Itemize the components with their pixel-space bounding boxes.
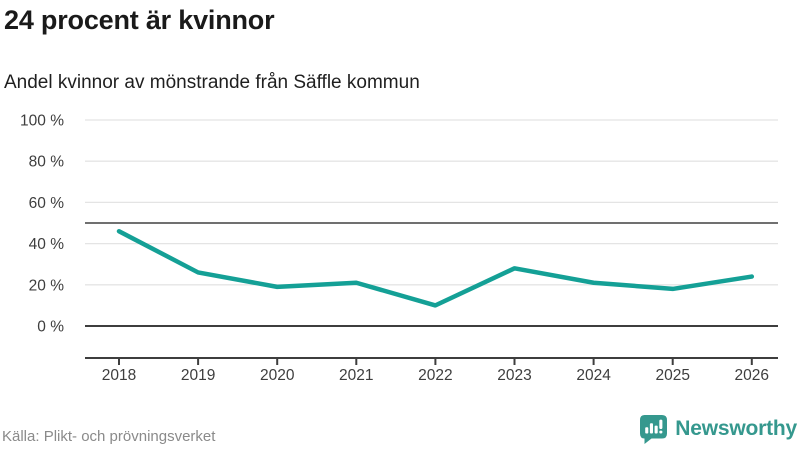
x-tick-label: 2026 [735,367,769,384]
x-tick-label: 2018 [102,367,136,384]
bar-chart-glyph [645,419,663,434]
x-tick-label: 2021 [339,367,373,384]
y-tick-label: 80 % [29,154,65,171]
x-tick-label: 2020 [260,367,295,384]
y-tick-label: 60 % [29,195,65,212]
x-tick-label: 2025 [655,367,689,384]
x-tick-label: 2022 [418,367,452,384]
trend-line [116,228,755,308]
x-tick-label: 2023 [497,367,531,384]
x-tick-label: 2024 [576,367,611,384]
page-title: 24 procent är kvinnor [4,5,275,35]
chart-subtitle: Andel kvinnor av mönstrande från Säffle … [4,72,420,93]
source-note: Källa: Plikt- och prövningsverket [2,428,216,445]
y-tick-label: 0 % [37,319,64,336]
newsworthy-wordmark: Newsworthy [675,417,797,440]
x-tick-label: 2019 [181,367,215,384]
newsworthy-logo[interactable]: Newsworthy [639,414,797,444]
y-tick-label: 40 % [29,236,65,253]
newsworthy-bubble-icon [640,415,668,444]
y-tick-label: 100 % [20,113,64,130]
y-tick-label: 20 % [29,277,65,294]
